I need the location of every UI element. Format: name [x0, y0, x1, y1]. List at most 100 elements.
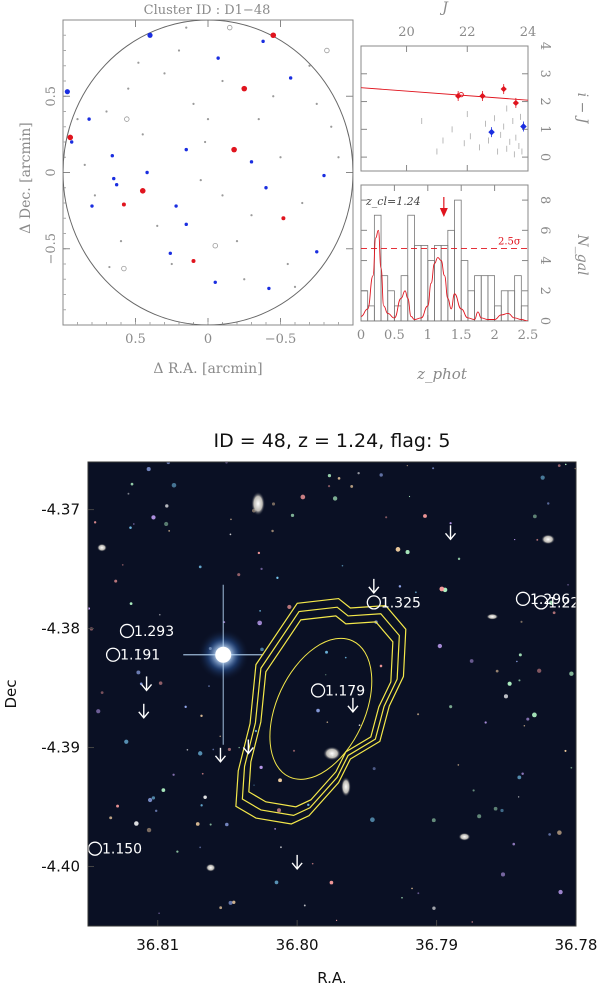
background-source: [540, 475, 545, 480]
background-source: [477, 814, 482, 819]
cmd-ytick-label: 0: [537, 153, 552, 161]
image-frame: [87, 461, 577, 927]
background-source: [341, 564, 344, 567]
background-source: [100, 691, 104, 694]
background-source: [257, 551, 261, 555]
background-source: [154, 809, 158, 813]
sky-point-open: [324, 47, 330, 54]
background-source: [254, 729, 258, 733]
background-source: [327, 474, 332, 478]
z-xtick-label: 2.5: [518, 328, 539, 343]
z-histogram-bar: [494, 305, 502, 321]
sky-point-open: [121, 265, 127, 272]
arrow-marker-head: [214, 755, 226, 763]
background-source: [147, 797, 153, 803]
z-histogram-bar: [420, 245, 429, 321]
background-source: [133, 523, 135, 525]
image-title: ID = 48, z = 1.24, flag: 5: [213, 430, 450, 452]
cmd-ylabel: i − J: [574, 93, 590, 125]
background-source: [469, 659, 474, 663]
sky-point-gray: [243, 278, 246, 281]
sky-point-blue: [110, 154, 115, 158]
density-contour-inner: [269, 637, 373, 780]
arrow-marker-head: [444, 532, 457, 541]
background-source: [271, 502, 276, 506]
background-source: [507, 681, 512, 686]
galaxy: [96, 543, 107, 552]
sky-point-blue: [64, 89, 70, 95]
density-contour: [248, 615, 394, 808]
sky-point-gray: [250, 214, 253, 217]
galaxy: [541, 534, 556, 545]
background-source: [516, 660, 518, 663]
image-ytick-label: -4.38: [41, 620, 80, 638]
background-source: [195, 822, 200, 826]
background-source: [350, 484, 354, 488]
sky-point-red: [281, 216, 286, 221]
background-source: [303, 904, 306, 907]
z-ytick-label: 4: [537, 256, 552, 264]
image-ytick-label: -4.40: [41, 858, 80, 876]
background-source: [517, 775, 522, 780]
background-source: [129, 526, 132, 529]
galaxy: [340, 776, 351, 797]
sky-panel: 0.5 0 −0.5 −0.5 0 0.5 Δ R.A. [arcmin] Δ Dec. …: [18, 19, 354, 377]
background-source: [209, 823, 212, 826]
background-source: [253, 784, 255, 786]
sky-point-gray: [279, 156, 282, 159]
background-source: [280, 846, 282, 849]
background-source: [379, 664, 383, 668]
bright-star-core: [215, 646, 232, 663]
background-source: [146, 467, 151, 472]
sky-point-open: [124, 116, 130, 122]
background-source: [569, 671, 574, 676]
sky-point-gray: [156, 224, 159, 227]
sky-ticks: [63, 20, 353, 325]
z-histogram-bar: [487, 275, 496, 321]
sky-point-red: [191, 258, 196, 263]
background-source: [158, 613, 161, 616]
background-source: [238, 746, 240, 749]
sky-ytick-label: 0.5: [44, 86, 59, 107]
z-arrow-head: [439, 208, 448, 217]
background-source: [121, 564, 124, 566]
member-label: 1.150: [102, 842, 142, 858]
z-histogram-bar: [474, 275, 482, 321]
background-source: [259, 765, 263, 770]
z-density-curve: [361, 229, 528, 321]
arrow-marker-head: [242, 747, 254, 755]
background-source: [307, 803, 310, 807]
background-source: [536, 538, 539, 541]
z-histogram: [361, 197, 528, 321]
cmd-frame: [360, 45, 529, 172]
sky-point-gray: [177, 49, 181, 52]
background-source: [532, 712, 537, 718]
background-source: [165, 504, 169, 508]
member-marker: [119, 623, 135, 639]
background-source: [287, 604, 292, 610]
image-ylabel: Dec: [2, 679, 20, 708]
background-source: [401, 896, 403, 899]
background-source: [300, 494, 306, 500]
sky-point-blue: [315, 250, 319, 254]
sky-point-blue: [264, 186, 268, 190]
z-histogram-bar: [367, 305, 375, 321]
sky-point-red: [139, 188, 146, 194]
background-source: [161, 788, 166, 792]
image-xtick-label: 36.79: [415, 936, 458, 954]
image-ticks: 36.81 36.80 36.79 36.78 -4.37 -4.38 -4.39 -4.40: [41, 501, 597, 954]
background-source: [495, 669, 499, 673]
cmd-ytick-label: 1: [537, 125, 552, 133]
z-histogram-bar: [400, 275, 409, 321]
background-source: [518, 653, 522, 657]
background-source: [439, 586, 445, 592]
image-xtick-label: 36.78: [555, 936, 598, 954]
sky-tick-labels: 0.5 0 −0.5 −0.5 0 0.5: [44, 86, 296, 347]
background-source: [484, 721, 487, 724]
background-source: [93, 521, 97, 524]
background-source: [276, 576, 279, 580]
z-ytick-label: 0: [537, 317, 552, 325]
background-source: [116, 804, 119, 808]
